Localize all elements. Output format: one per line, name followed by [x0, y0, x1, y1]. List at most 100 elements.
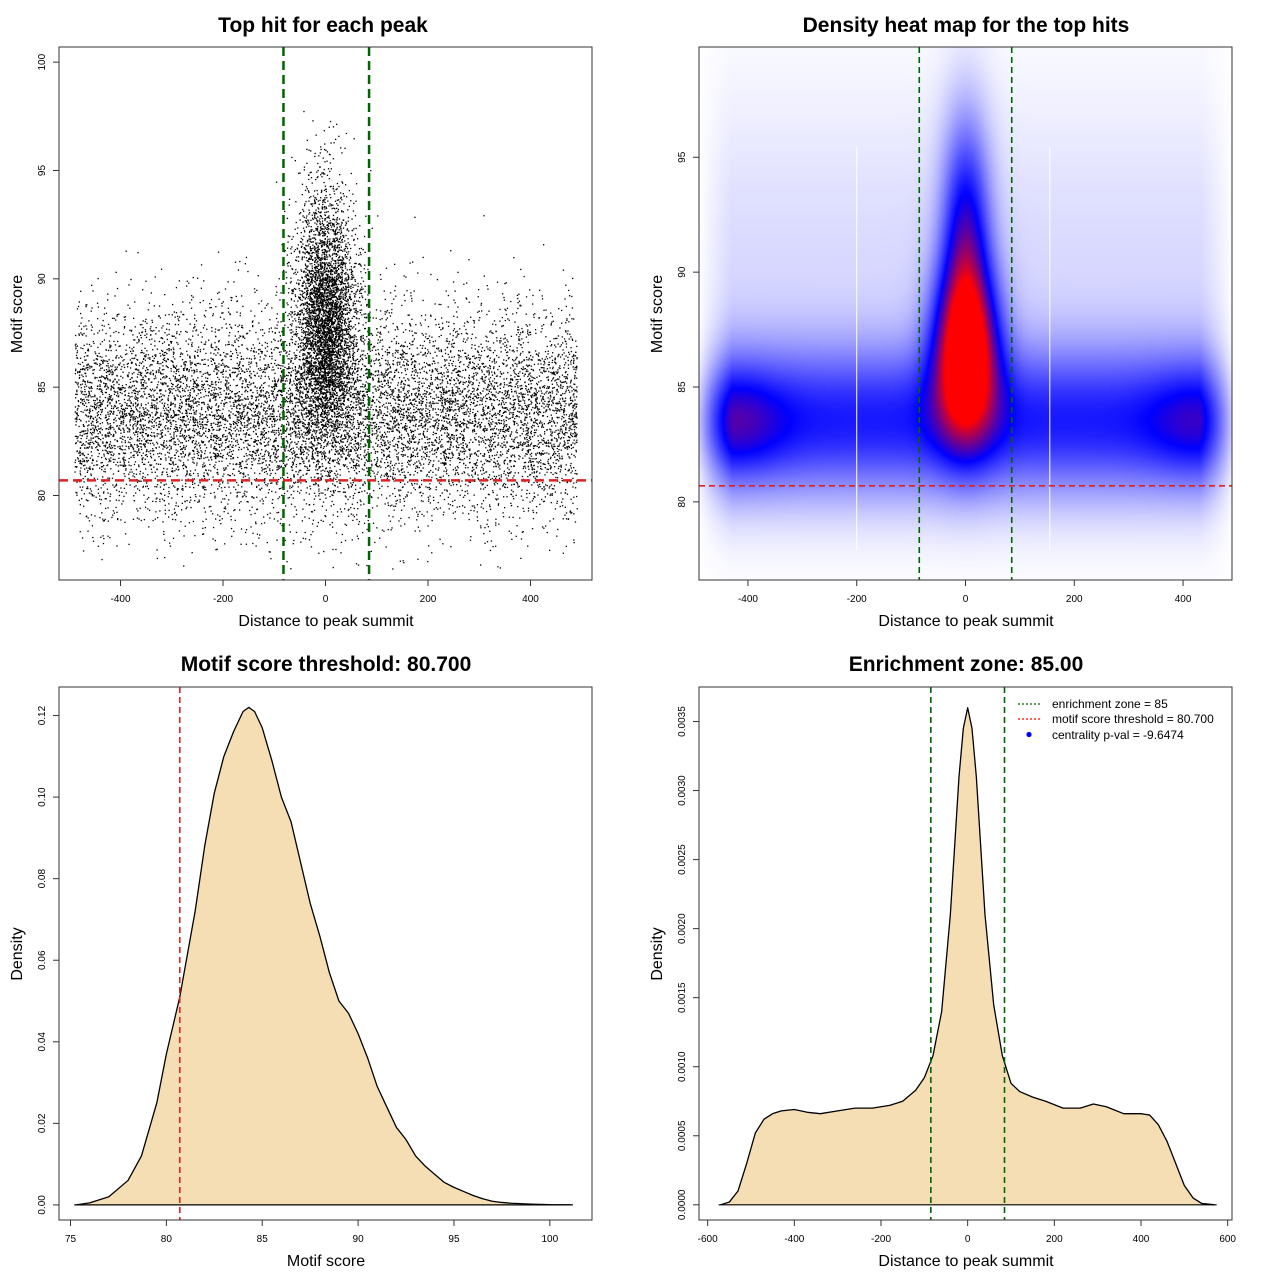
scatter-point: [340, 435, 342, 437]
scatter-point: [298, 316, 300, 318]
scatter-point: [509, 384, 511, 387]
scatter-point: [564, 401, 566, 403]
scatter-point: [512, 369, 515, 372]
scatter-point: [293, 490, 295, 492]
scatter-point: [305, 317, 307, 319]
scatter-point: [464, 413, 466, 416]
scatter-point: [184, 424, 187, 427]
scatter-point: [392, 469, 394, 472]
scatter-point: [541, 425, 543, 427]
scatter-point: [500, 351, 502, 353]
scatter-point: [328, 205, 330, 207]
scatter-point: [336, 333, 338, 335]
scatter-point: [309, 369, 311, 371]
scatter-point: [96, 399, 98, 401]
scatter-point: [448, 343, 450, 345]
scatter-point: [155, 498, 157, 500]
scatter-point: [238, 337, 240, 339]
scatter-point: [364, 432, 366, 434]
scatter-point: [174, 470, 176, 472]
scatter-point: [139, 424, 141, 426]
scatter-point: [303, 446, 306, 448]
scatter-point: [435, 394, 437, 396]
scatter-point: [575, 416, 577, 418]
scatter-point: [537, 486, 540, 488]
scatter-point: [326, 228, 328, 230]
scatter-point: [504, 444, 506, 446]
scatter-point: [325, 336, 328, 339]
scatter-point: [144, 320, 146, 323]
scatter-point: [214, 495, 216, 497]
scatter-point: [109, 379, 111, 381]
scatter-point: [341, 256, 343, 258]
scatter-point: [557, 432, 560, 435]
scatter-point: [342, 287, 345, 289]
scatter-point: [325, 381, 327, 383]
scatter-point: [109, 450, 111, 453]
scatter-point: [549, 485, 551, 487]
scatter-point: [421, 417, 424, 419]
scatter-point: [326, 197, 328, 199]
scatter-point: [333, 291, 335, 293]
scatter-point: [560, 492, 562, 494]
scatter-point: [318, 442, 320, 445]
scatter-point: [489, 508, 492, 510]
scatter-point: [571, 415, 573, 417]
scatter-point: [502, 401, 505, 403]
scatter-point: [347, 279, 349, 281]
scatter-point: [295, 221, 297, 224]
scatter-point: [344, 288, 346, 290]
scatter-point: [95, 429, 97, 431]
scatter-point: [112, 373, 114, 375]
scatter-point: [324, 304, 326, 306]
scatter-point: [298, 392, 300, 394]
scatter-point: [463, 325, 465, 327]
scatter-point: [77, 440, 79, 442]
scatter-point: [563, 381, 565, 383]
scatter-point: [288, 287, 290, 290]
scatter-point: [247, 418, 249, 420]
scatter-point: [176, 489, 178, 491]
scatter-point: [280, 381, 282, 383]
scatter-point: [312, 302, 314, 304]
scatter-point: [560, 394, 563, 396]
scatter-point: [242, 473, 244, 475]
scatter-point: [221, 442, 224, 444]
scatter-point: [146, 455, 148, 458]
scatter-point: [446, 381, 449, 383]
scatter-point: [452, 369, 454, 372]
scatter-point: [277, 379, 279, 382]
scatter-point: [282, 379, 284, 381]
scatter-point: [313, 234, 315, 236]
scatter-point: [218, 291, 220, 293]
scatter-point: [326, 286, 329, 289]
scatter-point: [252, 344, 254, 346]
scatter-point: [393, 395, 395, 398]
scatter-point: [263, 468, 266, 470]
scatter-point: [316, 472, 318, 475]
scatter-point: [433, 391, 435, 393]
scatter-point: [439, 379, 441, 381]
scatter-point: [314, 312, 316, 314]
scatter-point: [302, 357, 305, 359]
scatter-point: [386, 473, 388, 475]
scatter-point: [324, 268, 326, 270]
scatter-point: [337, 432, 339, 434]
scatter-point: [323, 300, 325, 302]
scatter-point: [84, 394, 86, 396]
scatter-point: [562, 410, 565, 412]
scatter-point: [458, 505, 461, 508]
scatter-point: [321, 257, 323, 260]
scatter-point: [321, 232, 323, 234]
scatter-point: [300, 232, 302, 234]
scatter-point: [186, 368, 189, 370]
scatter-point: [216, 437, 218, 440]
scatter-point: [452, 339, 454, 341]
scatter-point: [286, 351, 288, 353]
scatter-point: [125, 445, 127, 447]
scatter-point: [293, 409, 295, 411]
scatter-point: [113, 512, 115, 514]
scatter-point: [162, 361, 164, 363]
scatter-point: [521, 393, 524, 396]
scatter-point: [356, 376, 359, 378]
